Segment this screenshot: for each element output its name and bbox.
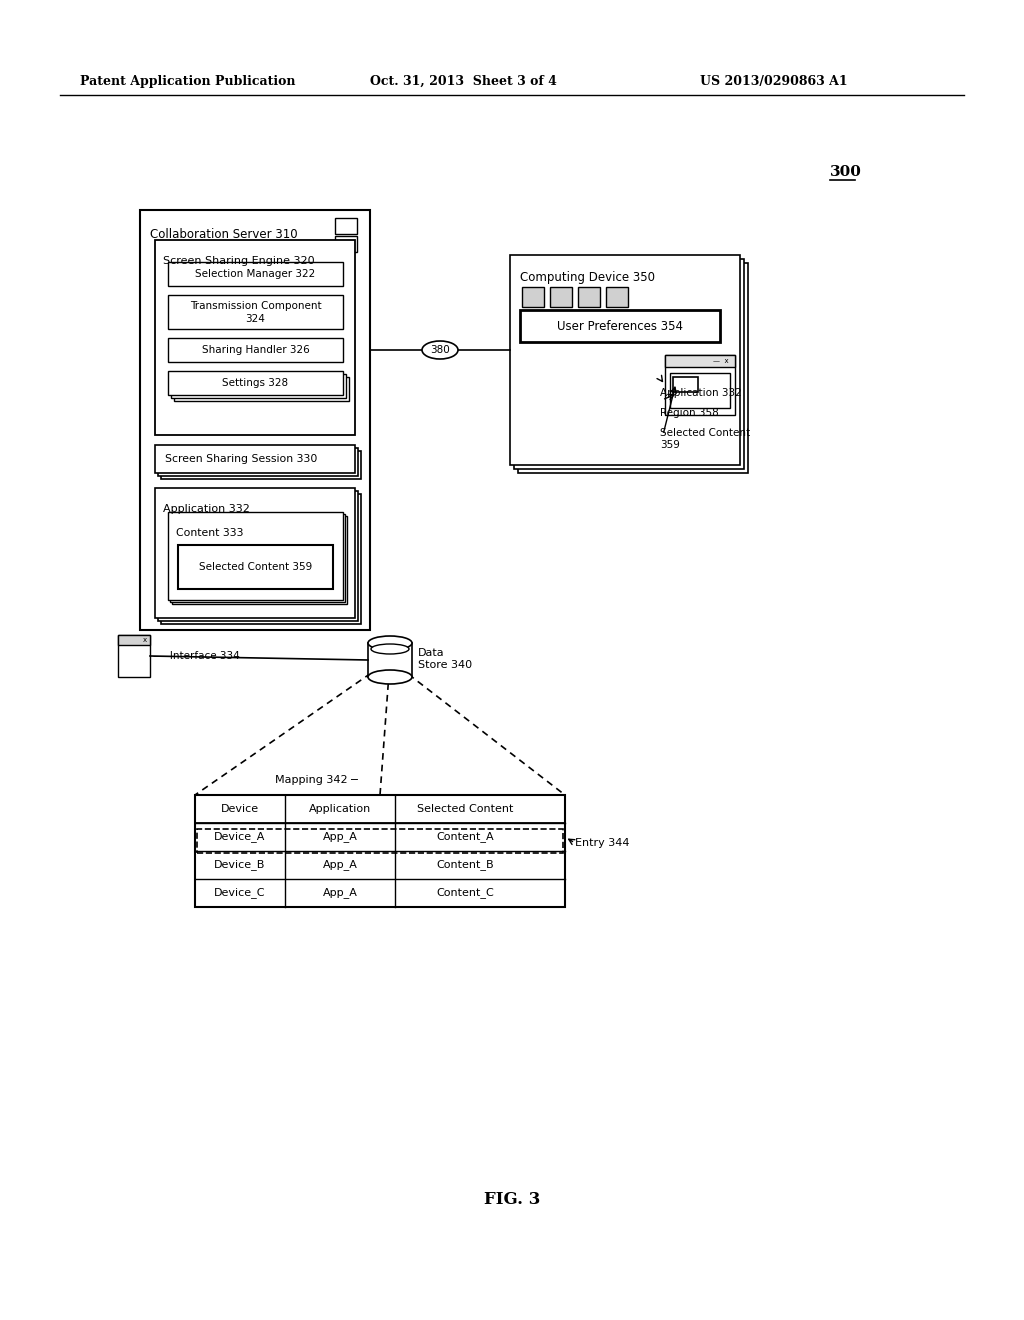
Bar (335, 218, 357, 234)
Bar (118, 635, 150, 677)
Bar (522, 286, 544, 308)
Text: Device: Device (221, 804, 259, 814)
Bar (550, 286, 572, 308)
Bar (606, 286, 628, 308)
Bar (171, 374, 346, 399)
Bar (368, 643, 412, 677)
Text: Collaboration Server 310: Collaboration Server 310 (150, 228, 298, 242)
Ellipse shape (371, 644, 409, 653)
Text: Transmission Component: Transmission Component (189, 301, 322, 312)
Text: Application: Application (309, 804, 371, 814)
Text: App_A: App_A (323, 887, 357, 899)
Bar (578, 286, 600, 308)
Text: 300: 300 (830, 165, 862, 180)
Bar (118, 635, 150, 645)
Bar (140, 210, 370, 630)
Bar (520, 310, 720, 342)
Text: Computing Device 350: Computing Device 350 (520, 271, 655, 284)
Ellipse shape (368, 671, 412, 684)
Text: 324: 324 (246, 314, 265, 323)
Text: —  Interface 334: — Interface 334 (153, 651, 240, 661)
Bar (161, 451, 361, 479)
Text: User Preferences 354: User Preferences 354 (557, 319, 683, 333)
Bar (158, 491, 358, 620)
Bar (168, 261, 343, 286)
Text: Content_B: Content_B (436, 859, 494, 870)
Text: Selection Manager 322: Selection Manager 322 (196, 269, 315, 279)
Text: App_A: App_A (323, 832, 357, 842)
Bar (178, 545, 333, 589)
Text: Region 358: Region 358 (660, 408, 719, 418)
Bar (155, 240, 355, 436)
Bar (665, 355, 735, 367)
Bar (514, 259, 744, 469)
Text: Entry 344: Entry 344 (575, 838, 630, 847)
Text: Content_C: Content_C (436, 887, 494, 899)
Text: Data: Data (418, 648, 444, 657)
Bar (158, 447, 358, 477)
Bar (168, 294, 343, 329)
Text: Settings 328: Settings 328 (222, 378, 289, 388)
Bar (673, 378, 698, 392)
Text: Application 332: Application 332 (660, 388, 741, 399)
Text: Mapping 342 ─: Mapping 342 ─ (275, 775, 357, 785)
Text: App_A: App_A (323, 859, 357, 870)
Bar (168, 338, 343, 362)
Text: 380: 380 (430, 345, 450, 355)
Text: Selected Content: Selected Content (417, 804, 513, 814)
Text: Oct. 31, 2013  Sheet 3 of 4: Oct. 31, 2013 Sheet 3 of 4 (370, 75, 557, 88)
Bar (172, 516, 347, 605)
Text: Device_B: Device_B (214, 859, 265, 870)
Ellipse shape (422, 341, 458, 359)
Text: Sharing Handler 326: Sharing Handler 326 (202, 345, 309, 355)
Bar (174, 378, 349, 401)
Text: FIG. 3: FIG. 3 (483, 1192, 541, 1209)
Text: Patent Application Publication: Patent Application Publication (80, 75, 296, 88)
Text: —  x: — x (714, 358, 729, 364)
Bar (335, 236, 357, 252)
Text: 359: 359 (660, 440, 680, 450)
Bar (155, 445, 355, 473)
Bar (195, 795, 565, 907)
Text: Application 332: Application 332 (163, 504, 250, 513)
Bar (168, 371, 343, 395)
Text: Screen Sharing Engine 320: Screen Sharing Engine 320 (163, 256, 314, 267)
Text: Store 340: Store 340 (418, 660, 472, 671)
Text: Selected Content: Selected Content (660, 428, 751, 438)
Text: Selected Content 359: Selected Content 359 (199, 562, 312, 572)
Text: Device_C: Device_C (214, 887, 266, 899)
Bar (665, 355, 735, 414)
Bar (518, 263, 748, 473)
Bar (170, 513, 345, 602)
Text: x: x (143, 638, 147, 643)
Ellipse shape (368, 636, 412, 649)
Text: Screen Sharing Session 330: Screen Sharing Session 330 (165, 454, 317, 465)
Bar (168, 512, 343, 601)
Bar (155, 488, 355, 618)
Text: Device_A: Device_A (214, 832, 265, 842)
Text: Content 333: Content 333 (176, 528, 244, 539)
Bar (510, 255, 740, 465)
Bar (161, 494, 361, 624)
Text: Content_A: Content_A (436, 832, 494, 842)
Text: US 2013/0290863 A1: US 2013/0290863 A1 (700, 75, 848, 88)
Bar (670, 374, 730, 408)
